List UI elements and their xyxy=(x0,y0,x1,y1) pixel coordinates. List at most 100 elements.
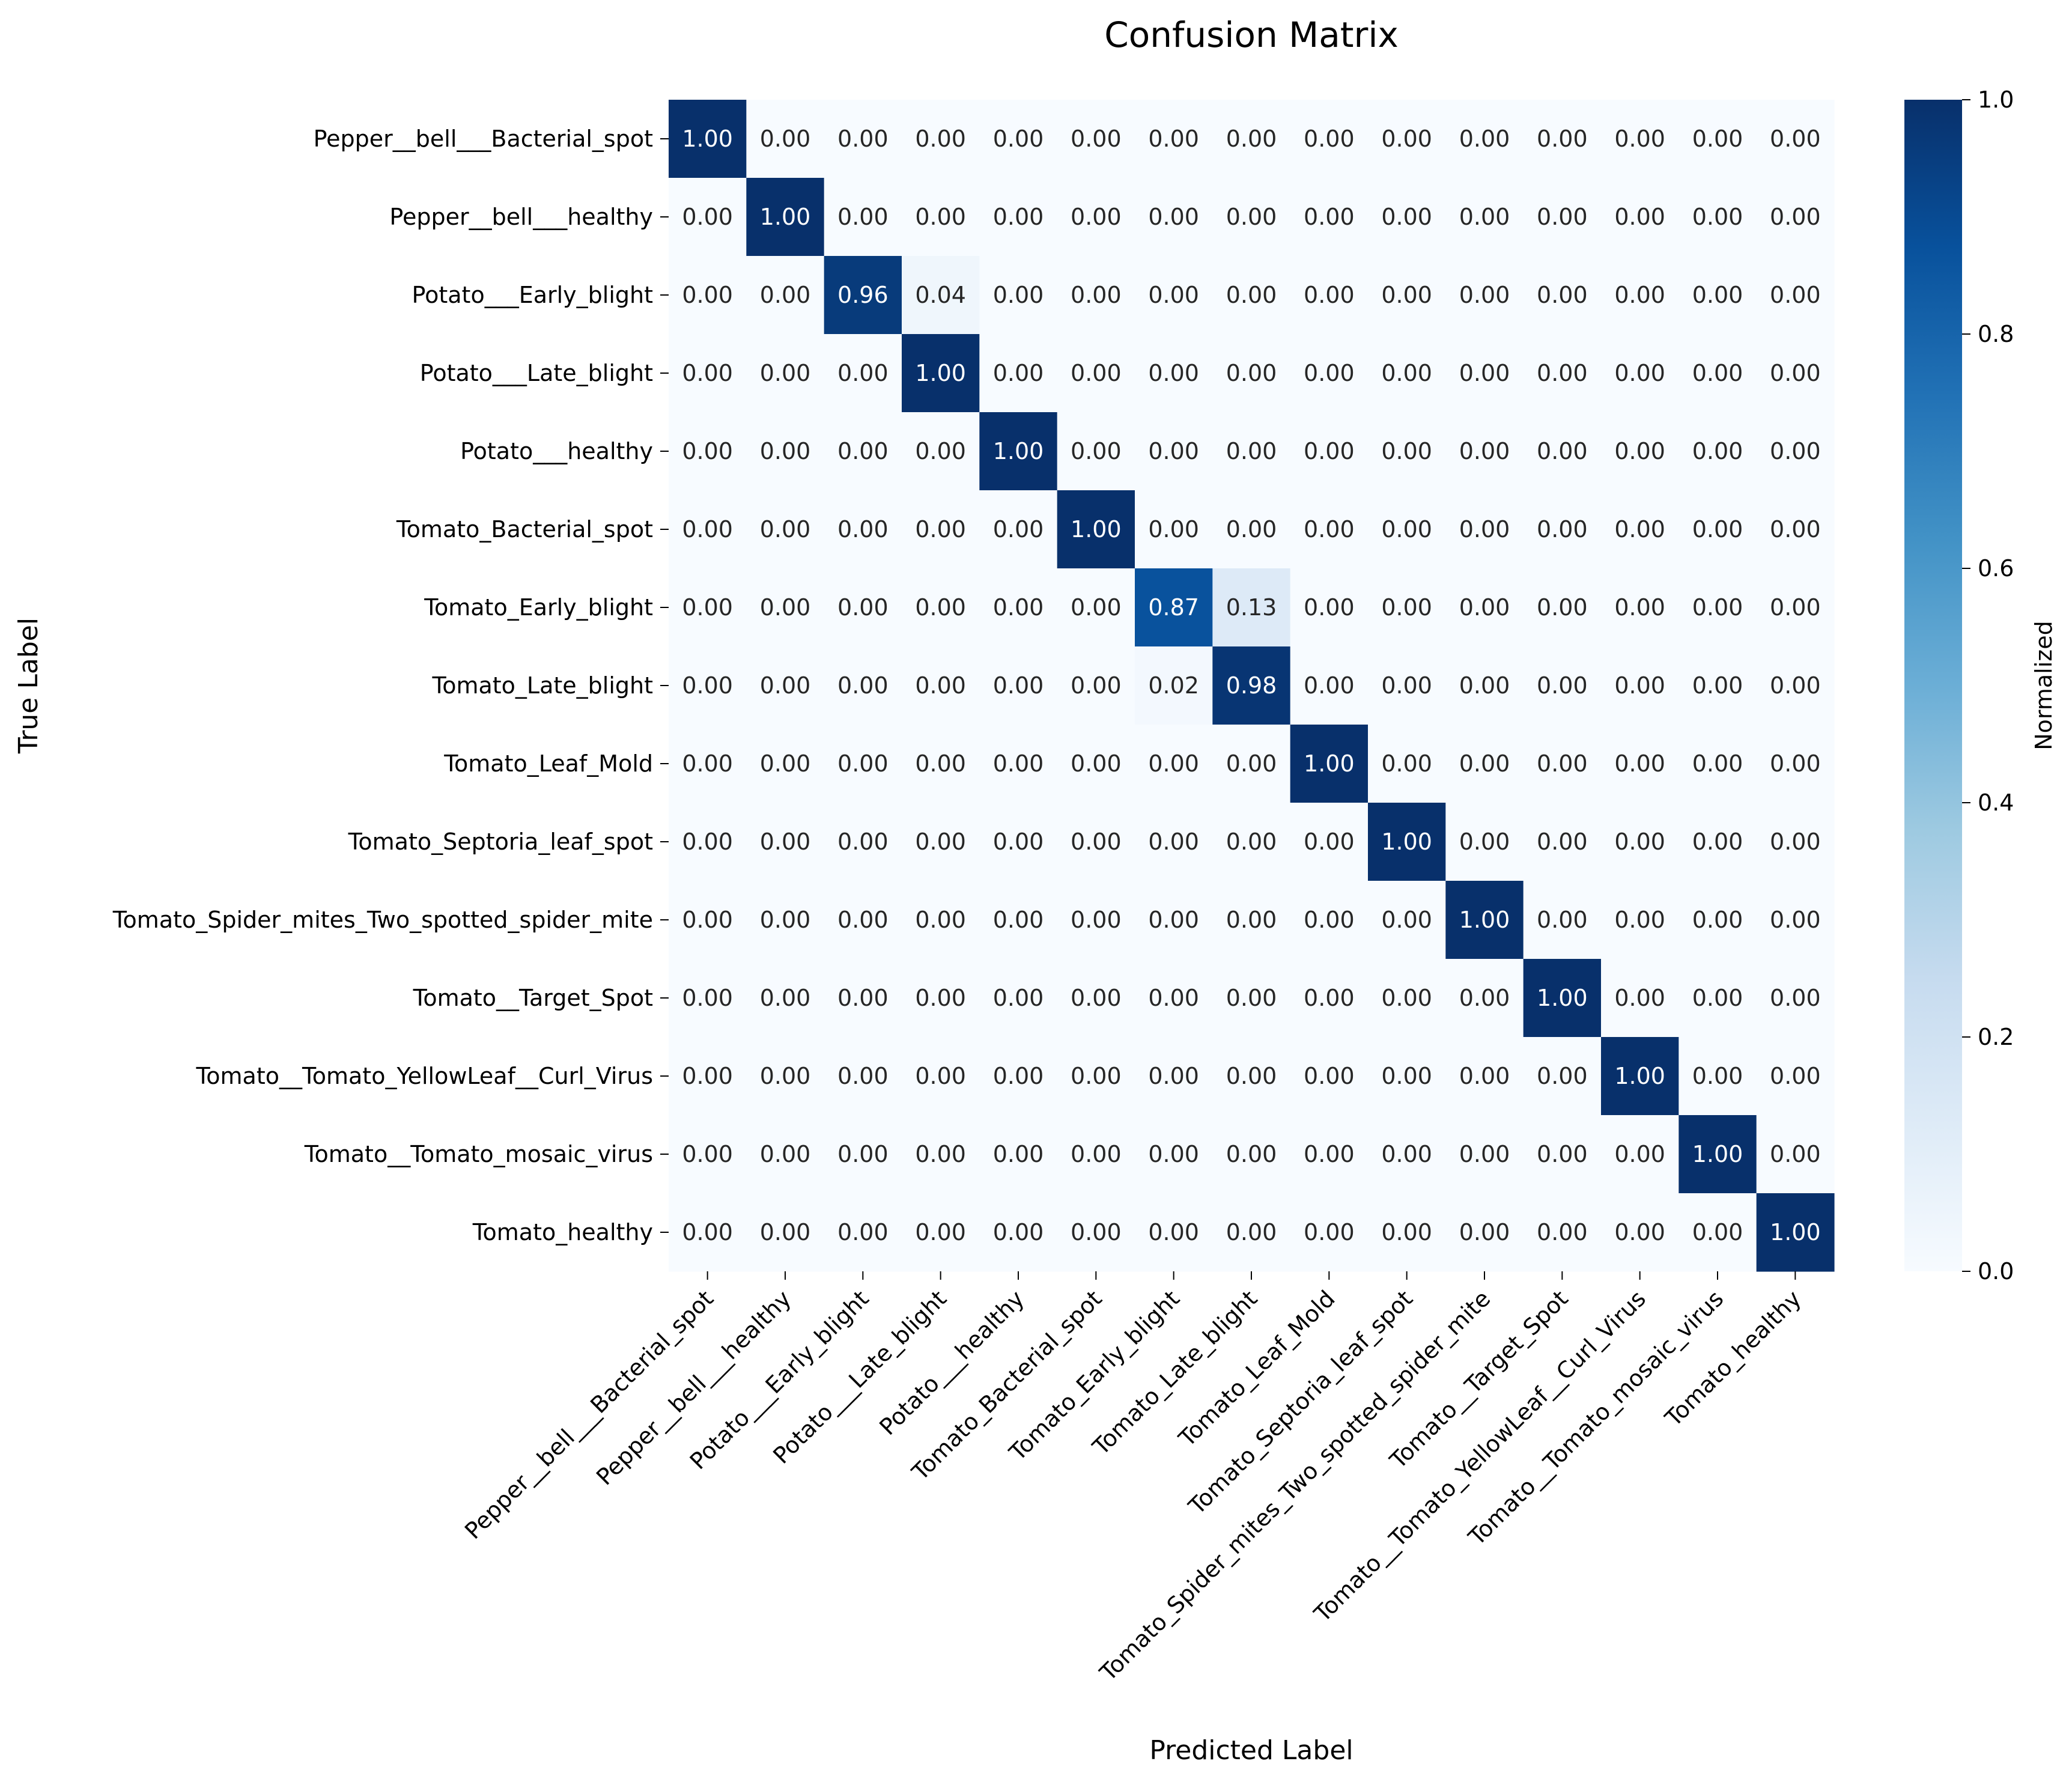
heatmap-cell xyxy=(1601,490,1679,569)
cell-value-label: 0.00 xyxy=(1304,204,1355,230)
x-tick-label: Tomato_healthy xyxy=(1660,1285,1806,1432)
cell-value-label: 0.00 xyxy=(915,1141,966,1167)
heatmap-cell xyxy=(669,568,747,647)
heatmap-cell xyxy=(669,256,747,335)
colorbar: 0.0 0.2 0.4 0.6 0.8 1.0 Normalized xyxy=(1904,87,2057,1285)
heatmap-cell xyxy=(1057,490,1135,569)
cell-value-label: 0.00 xyxy=(1381,672,1432,699)
cell-value-label: 0.00 xyxy=(1614,360,1665,386)
heatmap-cell xyxy=(1057,1193,1135,1272)
colorbar-tick-label: 0.4 xyxy=(1978,789,2014,816)
cell-value-label: 1.00 xyxy=(1459,907,1510,933)
cell-value-label: 0.00 xyxy=(682,672,733,699)
heatmap-cell xyxy=(979,646,1058,725)
cell-value-label: 0.00 xyxy=(993,829,1044,855)
cell-value-label: 0.00 xyxy=(1381,438,1432,464)
cell-value-label: 0.00 xyxy=(837,438,889,464)
heatmap-cell xyxy=(1057,1037,1135,1116)
heatmap-cell xyxy=(669,959,747,1038)
cell-value-label: 0.00 xyxy=(1537,829,1588,855)
cell-value-label: 0.00 xyxy=(1148,516,1199,543)
cell-value-label: 0.00 xyxy=(993,204,1044,230)
cell-value-label: 0.00 xyxy=(1071,985,1122,1011)
heatmap-cell xyxy=(1368,881,1446,959)
cell-value-label: 0.00 xyxy=(1770,829,1821,855)
cell-value-label: 0.00 xyxy=(760,282,811,308)
cell-value-label: 0.00 xyxy=(1071,1063,1122,1089)
heatmap-cell xyxy=(1445,490,1524,569)
heatmap-cell xyxy=(1445,334,1524,413)
heatmap-cell xyxy=(746,881,825,959)
heatmap-cell xyxy=(824,490,902,569)
cell-value-label: 0.00 xyxy=(1148,1063,1199,1089)
cell-value-label: 0.00 xyxy=(1537,594,1588,621)
heatmap-cell xyxy=(1445,959,1524,1038)
cell-value-label: 0.00 xyxy=(1770,360,1821,386)
heatmap-cell xyxy=(669,1037,747,1116)
cell-value-label: 0.00 xyxy=(993,594,1044,621)
heatmap-cell xyxy=(1135,412,1213,491)
cell-value-label: 0.00 xyxy=(1614,1219,1665,1245)
cell-value-label: 0.00 xyxy=(1459,204,1510,230)
cell-value-label: 0.00 xyxy=(1537,907,1588,933)
heatmap-cell xyxy=(1679,568,1757,647)
heatmap-cell xyxy=(1445,803,1524,881)
cell-value-label: 0.00 xyxy=(1148,1219,1199,1245)
cell-value-label: 0.00 xyxy=(993,282,1044,308)
cell-value-label: 0.00 xyxy=(760,985,811,1011)
cell-value-label: 0.00 xyxy=(1304,360,1355,386)
cell-value-label: 0.00 xyxy=(1071,1141,1122,1167)
heatmap-cell xyxy=(1523,803,1602,881)
heatmap-cells: 1.00 0.00 0.00 0.00 0.00 0.00 0.00 0.00 0.00 0.00… xyxy=(669,100,1835,1272)
heatmap-cell xyxy=(1368,803,1446,881)
cell-value-label: 0.00 xyxy=(1692,907,1743,933)
cell-value-label: 0.00 xyxy=(760,1063,811,1089)
cell-value-label: 0.00 xyxy=(1148,750,1199,777)
cell-value-label: 0.00 xyxy=(1459,1219,1510,1245)
heatmap-cell xyxy=(1679,646,1757,725)
cell-value-label: 0.00 xyxy=(1537,282,1588,308)
cell-value-label: 0.00 xyxy=(1381,1063,1432,1089)
heatmap-cell xyxy=(979,568,1058,647)
cell-value-label: 0.00 xyxy=(915,204,966,230)
heatmap-cell xyxy=(1756,1115,1835,1194)
heatmap-cell xyxy=(746,178,825,257)
heatmap-cell xyxy=(824,646,902,725)
cell-value-label: 0.00 xyxy=(993,907,1044,933)
cell-value-label: 0.00 xyxy=(760,516,811,543)
heatmap-cell xyxy=(1290,1037,1369,1116)
heatmap-cell xyxy=(1445,1115,1524,1194)
heatmap-cell xyxy=(1290,256,1369,335)
heatmap-cell xyxy=(979,412,1058,491)
cell-value-label: 0.00 xyxy=(1226,1141,1277,1167)
cell-value-label: 0.00 xyxy=(1770,594,1821,621)
colorbar-tick-label: 0.2 xyxy=(1978,1024,2014,1050)
cell-value-label: 0.00 xyxy=(1459,1063,1510,1089)
heatmap-cell xyxy=(1679,490,1757,569)
heatmap-cell xyxy=(1679,1193,1757,1272)
heatmap-cell xyxy=(979,881,1058,959)
cell-value-label: 0.00 xyxy=(1614,204,1665,230)
heatmap-cell xyxy=(1601,1115,1679,1194)
heatmap-cell xyxy=(1135,1193,1213,1272)
cell-value-label: 0.00 xyxy=(1692,204,1743,230)
cell-value-label: 1.00 xyxy=(1381,829,1432,855)
cell-value-label: 0.00 xyxy=(915,126,966,152)
cell-value-label: 0.00 xyxy=(915,594,966,621)
cell-value-label: 0.00 xyxy=(1148,126,1199,152)
cell-value-label: 0.00 xyxy=(1148,438,1199,464)
cell-value-label: 0.13 xyxy=(1226,594,1277,621)
colorbar-tick-label: 0.6 xyxy=(1978,555,2014,582)
cell-value-label: 0.00 xyxy=(1459,750,1510,777)
cell-value-label: 0.00 xyxy=(760,829,811,855)
heatmap-cell xyxy=(1523,725,1602,803)
cell-value-label: 0.00 xyxy=(915,907,966,933)
cell-value-label: 0.00 xyxy=(1537,126,1588,152)
cell-value-label: 0.00 xyxy=(837,360,889,386)
cell-value-label: 0.00 xyxy=(1614,672,1665,699)
heatmap-cell xyxy=(1135,100,1213,178)
heatmap-cell xyxy=(1445,178,1524,257)
cell-value-label: 0.00 xyxy=(760,360,811,386)
heatmap-cell xyxy=(1212,256,1291,335)
y-tick-labels: Pepper__bell___Bacterial_spot Pepper__bel… xyxy=(112,126,669,1245)
